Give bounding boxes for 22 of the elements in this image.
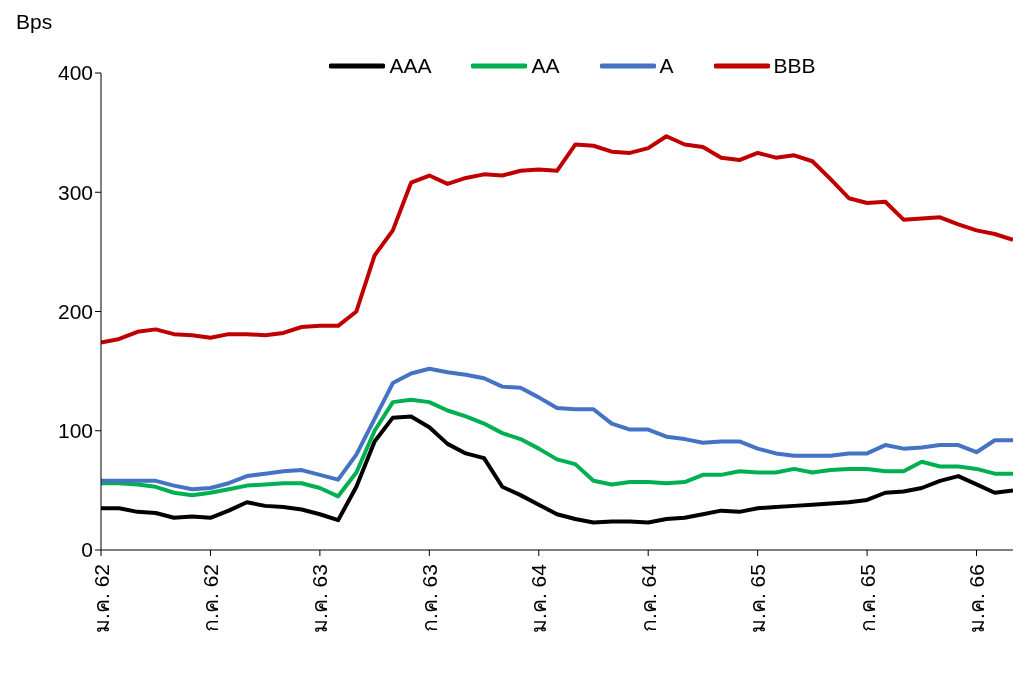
x-tick-label: ก.ค. 63 [417,564,441,632]
legend-label: AA [531,54,560,78]
x-tick-label: ม.ค. 66 [965,564,989,633]
legend-label: A [659,54,674,78]
line-series [101,397,1013,499]
line-series [101,134,1013,345]
y-tick-label: 200 [57,299,93,323]
y-tick-label: 300 [57,180,93,204]
legend-label: BBB [773,54,816,78]
x-tick-label: ก.ค. 62 [198,564,222,632]
y-tick-label: 400 [57,61,93,85]
x-tick-label: ม.ค. 65 [746,564,770,633]
x-tick-label: ม.ค. 64 [527,563,551,633]
y-tick-label: 0 [81,538,93,562]
x-tick-label: ก.ค. 65 [855,564,879,632]
line-series [101,366,1013,492]
x-tick-label: ม.ค. 62 [89,564,113,633]
x-tick-label: ก.ค. 64 [636,563,660,632]
x-tick-label: ม.ค. 63 [308,564,332,633]
legend-label: AAA [389,54,432,78]
y-axis-title: Bps [16,10,53,34]
y-tick-label: 100 [57,419,93,443]
